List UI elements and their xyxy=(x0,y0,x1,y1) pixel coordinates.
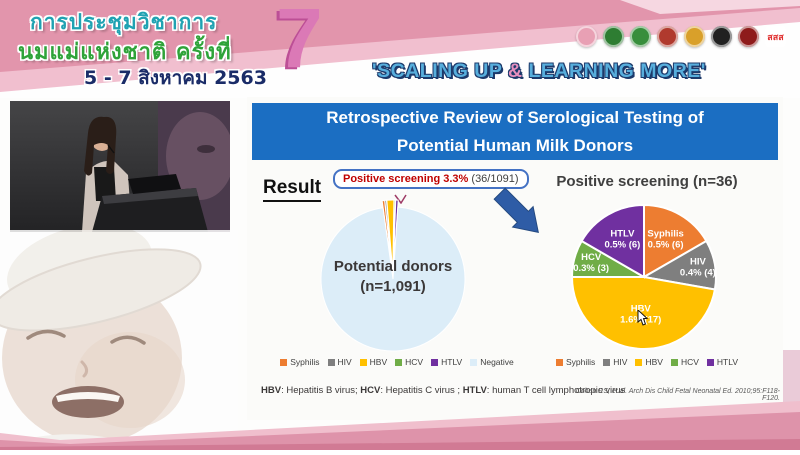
callout-pointer xyxy=(394,194,407,204)
presenter-video xyxy=(10,101,230,232)
legend-swatch-icon xyxy=(470,358,478,366)
legend-swatch-icon xyxy=(395,358,403,366)
baby-illustration xyxy=(0,224,238,450)
conference-title-line1: การประชุมวิชาการ xyxy=(30,10,218,34)
legend-label: Syphilis xyxy=(565,357,596,367)
legend-swatch-icon xyxy=(327,358,335,366)
legend-item-hiv: HIV xyxy=(603,357,627,367)
slide-title-line1: Retrospective Review of Serological Test… xyxy=(326,108,704,128)
donors-pie-legend: Syphilis HIV HBV HCV HTLV Negative xyxy=(257,357,537,367)
legend-swatch-icon xyxy=(706,358,714,366)
legend-swatch-icon xyxy=(359,358,367,366)
legend-swatch-icon xyxy=(280,358,288,366)
footnote-hcv-abbr: HCV xyxy=(360,385,381,396)
result-heading: Result xyxy=(263,177,322,202)
legend-swatch-icon xyxy=(670,358,678,366)
edition-number: 7 xyxy=(276,0,323,85)
callout-highlight: Positive screening 3.3% xyxy=(343,173,469,185)
footnote-htlv-abbr: HTLV xyxy=(462,385,487,396)
legend-label: Syphilis xyxy=(290,357,320,367)
banner-background xyxy=(0,0,800,98)
presentation-slide: Retrospective Review of Serological Test… xyxy=(247,97,783,420)
slogan-ampersand: & xyxy=(507,60,523,82)
baby-backdrop-image xyxy=(0,224,238,450)
breastfeeding-foundation-logo xyxy=(576,26,597,47)
citation-text: Cohen RS, et al. Arch Dis Child Fetal Ne… xyxy=(575,388,780,402)
donors-pie-chart xyxy=(320,199,466,352)
pie-slice-negative xyxy=(320,206,466,352)
slogan-prefix: 'SCALING UP xyxy=(372,60,508,82)
slide-title: Retrospective Review of Serological Test… xyxy=(252,103,778,160)
royal-institute-logo xyxy=(684,26,705,47)
legend-item-hbv: HBV xyxy=(359,357,388,367)
slogan-suffix: LEARNING MORE' xyxy=(522,60,706,82)
donors-label-line2: (n=1,091) xyxy=(360,277,426,295)
donors-pie-center-label: Potential donors (n=1,091) xyxy=(313,257,473,296)
legend-label: HCV xyxy=(680,357,699,367)
legend-item-hcv: HCV xyxy=(395,357,423,367)
footnote-hcv-def: : Hepatitis C virus ; xyxy=(380,385,463,396)
legend-swatch-icon xyxy=(431,358,439,366)
medical-council-logo xyxy=(630,26,651,47)
legend-item-htlv: HTLV xyxy=(431,357,462,367)
pie-label-syphilis: Syphilis 0.5% (6) xyxy=(647,229,683,251)
arrow-icon xyxy=(493,187,539,233)
donors-label-line1: Potential donors xyxy=(333,258,453,275)
conference-banner: การประชุมวิชาการ นมแม่แห่งชาติ ครั้งที่ … xyxy=(0,0,800,98)
legend-swatch-icon xyxy=(555,358,563,366)
university-emblem-logo xyxy=(711,26,732,47)
positive-pie-title: Positive screening (n=36) xyxy=(556,173,738,190)
conference-date: 5 - 7 สิงหาคม 2563 xyxy=(84,67,267,89)
legend-label: HTLV xyxy=(716,357,738,367)
pie-slice-htlv xyxy=(580,203,645,279)
mouse-cursor xyxy=(637,310,649,326)
pie-slice-hbv xyxy=(570,276,717,350)
sponsor-logo-strip: สสส xyxy=(576,26,786,47)
positive-screening-callout: Positive screening 3.3% (36/1091) xyxy=(333,169,529,189)
footnote-htlv-def: : human T cell lymphotropic virus xyxy=(486,385,626,396)
association-emblem-logo xyxy=(738,26,759,47)
positive-pie-legend: Syphilis HIV HBV HCV HTLV xyxy=(547,357,747,367)
legend-label: HBV xyxy=(645,357,663,367)
legend-item-negative: Negative xyxy=(470,357,514,367)
legend-label: HTLV xyxy=(441,357,463,367)
legend-swatch-icon xyxy=(635,358,643,366)
legend-label: HCV xyxy=(405,357,424,367)
abbreviation-footnote: HBV: Hepatitis B virus; HCV: Hepatitis C… xyxy=(261,385,625,396)
conference-slogan: 'SCALING UP & LEARNING MORE' xyxy=(372,60,706,83)
legend-item-hbv: HBV xyxy=(635,357,663,367)
legend-label: HBV xyxy=(369,357,388,367)
laptop xyxy=(128,174,181,194)
legend-item-htlv: HTLV xyxy=(706,357,738,367)
presenter-hair xyxy=(84,116,117,176)
legend-item-hiv: HIV xyxy=(327,357,352,367)
health-department-logo xyxy=(603,26,624,47)
legend-label: HIV xyxy=(337,357,352,367)
thaihealth-logo: สสส xyxy=(765,26,786,47)
footnote-hbv-def: : Hepatitis B virus; xyxy=(281,385,361,396)
royal-college-logo xyxy=(657,26,678,47)
legend-swatch-icon xyxy=(603,358,611,366)
legend-item-hcv: HCV xyxy=(670,357,699,367)
legend-label: HIV xyxy=(613,357,628,367)
bottom-pink-band xyxy=(0,401,800,450)
positive-pie-chart: Syphilis 0.5% (6)HIV 0.4% (4)HBV 1.6% (17)H… xyxy=(570,203,717,350)
callout-detail: (36/1091) xyxy=(468,173,519,185)
slide-title-line2: Potential Human Milk Donors xyxy=(396,135,634,155)
legend-item-syphilis: Syphilis xyxy=(555,357,596,367)
pie-label-htlv: HTLV 0.5% (6) xyxy=(604,229,640,251)
legend-item-syphilis: Syphilis xyxy=(280,357,320,367)
legend-label: Negative xyxy=(480,357,514,367)
pie-slice-syphilis xyxy=(643,203,708,279)
footnote-hbv-abbr: HBV xyxy=(261,385,282,396)
pie-label-hcv: HCV 0.3% (3) xyxy=(573,252,609,274)
conference-title-line2: นมแม่แห่งชาติ ครั้งที่ xyxy=(18,40,232,65)
right-edge-strip xyxy=(783,350,800,410)
pie-label-hiv: HIV 0.4% (4) xyxy=(680,256,716,278)
presenter-scene xyxy=(10,101,230,232)
